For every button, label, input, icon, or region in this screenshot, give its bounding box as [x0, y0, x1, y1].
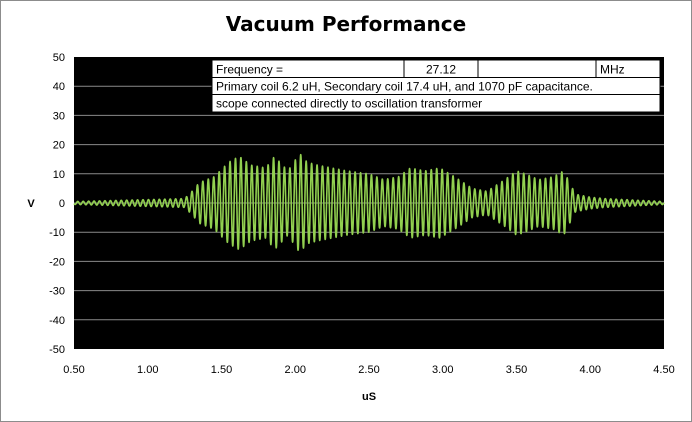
y-tick-label: -20	[49, 256, 65, 268]
y-tick-label: 0	[59, 198, 65, 210]
x-axis-label: uS	[362, 391, 376, 403]
y-tick-label: -50	[49, 344, 65, 356]
x-tick-label: 4.00	[580, 364, 601, 376]
y-tick-label: -10	[49, 227, 65, 239]
y-axis-label: V	[27, 198, 35, 210]
x-tick-label: 0.50	[63, 364, 84, 376]
x-tick-label: 2.00	[285, 364, 306, 376]
x-tick-label: 2.50	[358, 364, 379, 376]
frequency-value: 27.12	[426, 63, 456, 77]
scope-note: scope connected directly to oscillation …	[216, 97, 482, 111]
chart-title: Vacuum Performance	[225, 12, 467, 36]
y-tick-label: -40	[49, 315, 65, 327]
y-tick-labels: 50 40 30 20 10 0 -10 -20 -30 -40 -50	[49, 52, 65, 356]
x-tick-label: 3.50	[506, 364, 527, 376]
info-table: Frequency = 27.12 MHz Primary coil 6.2 u…	[211, 59, 661, 113]
x-tick-label: 1.00	[137, 364, 158, 376]
y-tick-label: 20	[53, 140, 65, 152]
y-tick-label: 40	[53, 81, 65, 93]
y-tick-label: 30	[53, 110, 65, 122]
x-tick-label: 1.50	[211, 364, 232, 376]
x-tick-labels: 0.50 1.00 1.50 2.00 2.50 3.00 3.50 4.00 4.50	[63, 364, 674, 376]
y-tick-label: 10	[53, 169, 65, 181]
x-tick-label: 4.50	[653, 364, 674, 376]
frequency-unit: MHz	[600, 63, 625, 77]
x-tick-label: 3.00	[432, 364, 453, 376]
frequency-label: Frequency =	[216, 63, 283, 77]
y-tick-label: 50	[53, 52, 65, 64]
coil-description: Primary coil 6.2 uH, Secondary coil 17.4…	[216, 80, 593, 94]
y-tick-label: -30	[49, 286, 65, 298]
signal-line	[73, 153, 665, 252]
